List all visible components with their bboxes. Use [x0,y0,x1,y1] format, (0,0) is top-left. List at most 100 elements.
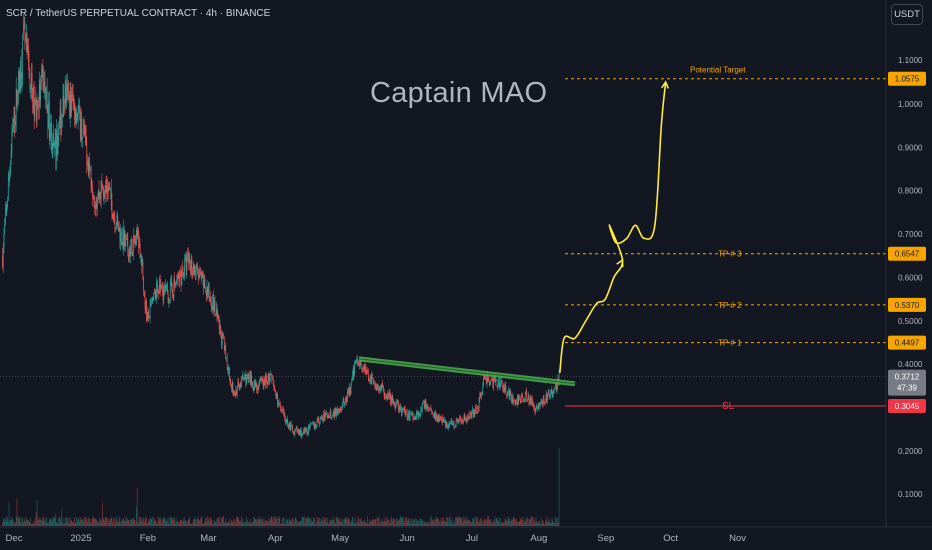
candle-body [289,422,291,430]
volume-bar [225,518,227,526]
price-badges: 1.05750.65470.53700.44970.30450.371247:3… [888,71,926,414]
volume-bar [134,519,136,526]
volume-bar [74,522,76,526]
candle-body [159,277,160,294]
volume-bar [439,522,440,526]
volume-bar [13,523,15,526]
candle-body [408,410,409,419]
volume-bar [141,521,143,526]
candle-body [509,389,510,399]
candle-body [268,373,270,382]
volume-bar [153,517,155,526]
candle-body [335,409,337,416]
candle-body [464,415,466,420]
candle-body [10,163,11,174]
volume-bar [56,521,57,526]
candle-body [499,383,501,388]
volume-bar [213,523,214,526]
volume-bar [131,519,133,526]
candle-body [93,197,95,200]
candle-body [331,417,332,419]
candle-body [432,413,434,415]
volume-bar [400,516,402,526]
price-tick-label: 0.6000 [898,274,923,283]
volume-bar [11,519,13,526]
volume-bar [192,522,193,526]
candle-body [148,312,150,317]
volume-bar [35,516,37,526]
volume-bar [382,521,384,526]
candle-body [456,420,458,421]
candle-body [187,253,189,262]
volume-bar [463,521,465,526]
volume-bar [82,518,84,526]
volume-bar [167,518,168,526]
volume-bar [187,519,189,526]
candle-body [408,410,410,418]
volume-bar [212,523,214,526]
candle-body [337,408,339,415]
volume-bar [436,518,438,526]
candle-body [120,229,121,243]
volume-bar [136,506,137,526]
candle-body [536,406,538,409]
candle-body [173,279,175,298]
candle-body [127,239,129,254]
volume-bar [241,516,242,526]
candle-body [507,394,509,396]
candle-body [17,100,18,105]
volume-bar [396,521,398,526]
volume-bar [550,522,552,526]
candle-body [82,127,84,138]
candle-body [333,410,335,415]
candle-body [368,377,370,382]
volume-bar [19,516,21,526]
candle-body [488,380,490,383]
candle-body [421,408,422,411]
candle-body [476,412,478,414]
candle-body [181,268,183,286]
volume-bar [214,521,216,526]
candle-body [462,420,464,424]
volume-bar [313,517,315,526]
candle-body [24,22,26,41]
candle-body [352,368,354,376]
volume-bar [325,519,327,526]
volume-bar [403,518,405,526]
volume-bar [256,519,258,526]
symbol-title[interactable]: SCR / TetherUS PERPETUAL CONTRACT · 4h ·… [6,8,271,19]
candle-body [68,91,70,94]
candle-body [98,190,100,199]
volume-bar [63,523,65,526]
volume-bar [54,518,56,526]
candle-body [80,118,82,139]
candle-body [15,120,16,126]
volume-bar [12,518,13,526]
volume-bar [265,520,267,526]
candle-body [156,281,157,300]
candle-body [339,408,340,413]
volume-bar [313,517,314,526]
candle-body [71,94,72,113]
candle-body [18,70,20,80]
candle-body [281,409,283,412]
currency-button[interactable]: USDT [891,4,923,25]
candle-body [285,421,287,423]
volume-bar [493,519,494,526]
volume-bar [23,522,24,526]
candle-body [291,425,293,428]
volume-bar [324,517,326,526]
volume-bar [309,518,311,526]
candle-body [294,429,296,435]
volume-bar [483,518,485,526]
volume-bar [293,523,295,526]
volume-bar [513,516,515,526]
candle-body [66,83,68,87]
volume-bar [318,517,320,526]
candle-body [527,395,529,400]
volume-bar [517,521,519,526]
candle-body [475,407,476,414]
candle-body [288,425,289,428]
candle-body [259,380,260,386]
